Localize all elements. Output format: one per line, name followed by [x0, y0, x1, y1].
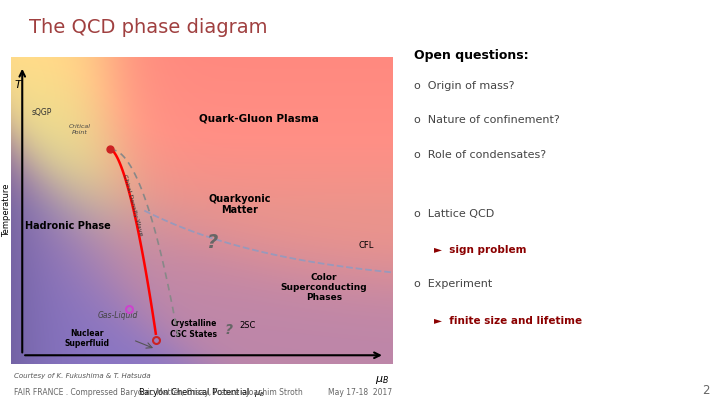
Text: CFL: CFL — [358, 241, 374, 249]
Text: Temperature: Temperature — [2, 184, 12, 237]
Text: o  Role of condensates?: o Role of condensates? — [414, 150, 546, 160]
Text: $\mu_B$: $\mu_B$ — [374, 374, 389, 386]
Text: FAIR FRANCE . Compressed Baryonic Matter, Orsay, France - Joachim Stroth: FAIR FRANCE . Compressed Baryonic Matter… — [14, 388, 303, 397]
Text: ?: ? — [207, 232, 219, 252]
Text: May 17-18  2017: May 17-18 2017 — [328, 388, 392, 397]
Text: Gas-Liquid: Gas-Liquid — [97, 311, 138, 320]
Text: Quark-Gluon Plasma: Quark-Gluon Plasma — [199, 113, 319, 123]
Text: Crystalline
CSC States: Crystalline CSC States — [171, 320, 217, 339]
Text: ?: ? — [225, 323, 233, 337]
Text: 2SC: 2SC — [239, 321, 256, 330]
Text: Critical
Point: Critical Point — [68, 124, 91, 134]
Text: Open questions:: Open questions: — [414, 49, 528, 62]
Text: The QCD phase diagram: The QCD phase diagram — [29, 18, 267, 37]
Text: ►  finite size and lifetime: ► finite size and lifetime — [434, 316, 582, 326]
Text: Nuclear
Superfluid: Nuclear Superfluid — [65, 328, 109, 348]
Text: o  Experiment: o Experiment — [414, 279, 492, 290]
Text: ►  sign problem: ► sign problem — [434, 245, 526, 255]
Text: 2: 2 — [702, 384, 709, 397]
Text: o  Lattice QCD: o Lattice QCD — [414, 209, 494, 219]
Text: o  Nature of confinement?: o Nature of confinement? — [414, 115, 559, 126]
Text: Courtesy of K. Fukushima & T. Hatsuda: Courtesy of K. Fukushima & T. Hatsuda — [14, 373, 151, 379]
Text: sQGP: sQGP — [32, 108, 52, 117]
Text: Baryon Chemical Potential  $\mu_B$: Baryon Chemical Potential $\mu_B$ — [138, 386, 265, 399]
Text: Chiral Density-Wave: Chiral Density-Wave — [122, 174, 143, 236]
Text: o  Origin of mass?: o Origin of mass? — [414, 81, 515, 91]
Text: $T$: $T$ — [14, 78, 23, 90]
Text: Color
Superconducting
Phases: Color Superconducting Phases — [280, 273, 367, 303]
Text: Quarkyonic
Matter: Quarkyonic Matter — [209, 194, 271, 215]
Text: Hadronic Phase: Hadronic Phase — [25, 221, 111, 231]
